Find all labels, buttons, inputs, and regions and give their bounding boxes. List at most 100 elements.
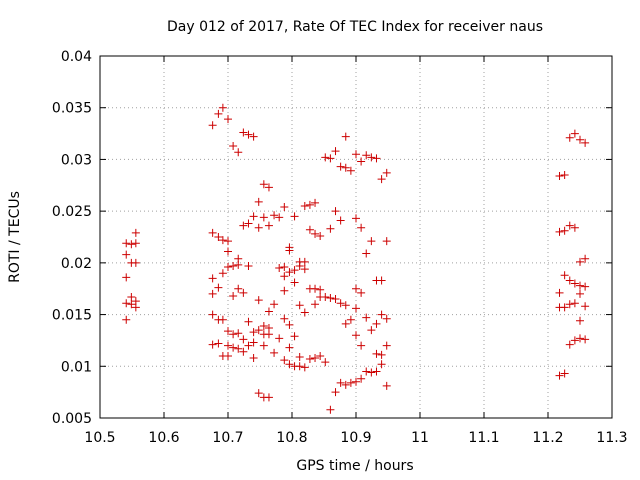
data-point (555, 227, 564, 236)
data-point (377, 310, 386, 319)
data-point (218, 315, 227, 324)
axis-ticks: 10.5 10.6 10.7 10.8 10.9 11 11.1 11.2 11.3 0.005 0… (52, 49, 628, 446)
data-point (280, 286, 289, 295)
data-point (249, 328, 258, 337)
y-tick-label: 0.02 (61, 256, 92, 272)
data-point (285, 343, 294, 352)
data-point (214, 339, 223, 348)
data-point (565, 276, 574, 285)
data-point (581, 335, 590, 344)
data-point (352, 150, 360, 159)
data-point (326, 405, 335, 414)
data-point (560, 303, 569, 312)
data-point (280, 203, 289, 212)
data-point (341, 380, 350, 389)
y-tick-label: 0.01 (61, 359, 92, 375)
data-point (565, 340, 574, 349)
data-point (127, 240, 136, 249)
data-point (295, 362, 304, 371)
data-point (122, 299, 131, 308)
data-point (341, 301, 350, 310)
data-point (377, 276, 386, 285)
data-point (311, 198, 320, 207)
data-point (259, 321, 268, 330)
data-point (341, 132, 350, 141)
data-point (346, 315, 355, 324)
data-point (254, 326, 263, 335)
data-point (122, 273, 131, 282)
data-point (565, 300, 574, 309)
data-point (300, 308, 309, 317)
data-point (357, 223, 366, 232)
x-tick-label: 10.6 (148, 430, 179, 446)
x-tick-label: 11 (411, 430, 429, 446)
data-point (372, 319, 381, 328)
data-point (305, 200, 314, 209)
data-point (321, 292, 330, 301)
data-point (214, 283, 223, 292)
data-point (362, 151, 371, 160)
data-point (316, 231, 325, 240)
data-point (581, 282, 590, 291)
data-point (295, 352, 304, 361)
data-point (244, 219, 253, 228)
data-point (244, 261, 253, 270)
data-point (311, 300, 320, 309)
data-point (290, 332, 299, 341)
data-point (555, 288, 564, 297)
data-point (239, 221, 248, 230)
y-tick-label: 0.025 (52, 204, 92, 220)
data-point (254, 296, 263, 305)
data-point (326, 224, 335, 233)
data-point (229, 343, 238, 352)
data-point (336, 216, 345, 225)
data-point (357, 341, 366, 350)
data-point (305, 225, 314, 234)
data-point (244, 341, 253, 350)
data-point (218, 103, 227, 112)
data-point (122, 315, 131, 324)
data-point (300, 265, 309, 274)
data-points (122, 103, 590, 414)
data-point (234, 329, 243, 338)
data-point (326, 294, 335, 303)
data-point (270, 348, 279, 357)
data-point (285, 246, 294, 255)
data-point (367, 326, 376, 335)
x-axis-label: GPS time / hours (296, 458, 413, 474)
x-tick-label: 11.2 (532, 430, 563, 446)
data-point (218, 236, 227, 245)
data-point (214, 233, 223, 241)
data-point (224, 327, 232, 336)
data-point (570, 299, 579, 308)
data-point (234, 284, 243, 293)
data-point (127, 292, 136, 301)
data-point (576, 257, 584, 266)
data-point (331, 207, 340, 216)
data-point (352, 214, 360, 223)
y-tick-label: 0.015 (52, 308, 92, 324)
x-tick-label: 10.8 (276, 430, 307, 446)
data-point (382, 381, 391, 390)
data-point (311, 284, 320, 293)
data-point (254, 389, 263, 398)
data-point (224, 247, 232, 256)
data-point (377, 175, 386, 184)
data-point (352, 331, 360, 340)
data-point (122, 239, 131, 248)
data-point (331, 388, 340, 397)
data-point (576, 289, 584, 298)
data-point (244, 130, 253, 139)
data-point (336, 299, 345, 308)
data-point (570, 223, 579, 232)
data-point (249, 212, 258, 221)
data-point (244, 317, 253, 326)
data-point (357, 288, 366, 297)
data-point (254, 223, 263, 232)
data-point (367, 153, 376, 162)
data-point (229, 330, 238, 339)
data-point (295, 261, 304, 270)
data-point (382, 341, 391, 350)
data-point (259, 213, 268, 222)
data-point (249, 132, 258, 141)
